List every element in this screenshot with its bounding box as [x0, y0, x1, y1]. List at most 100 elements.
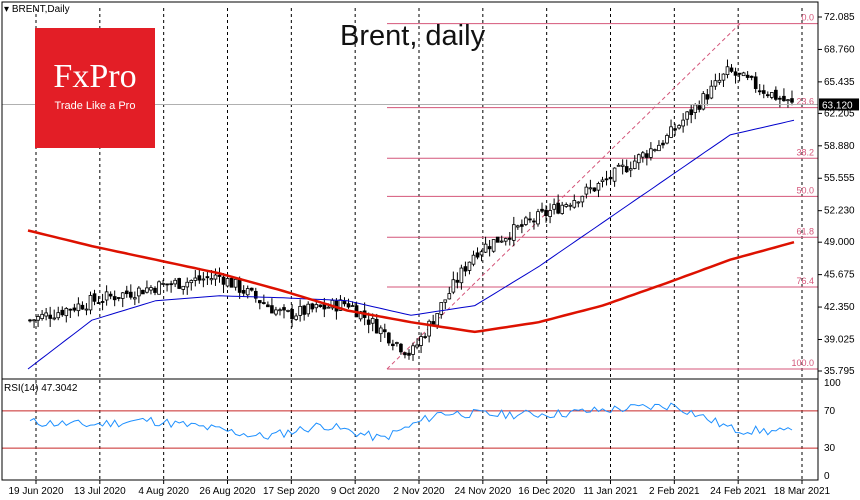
candle-body: [253, 290, 258, 299]
candle-body: [76, 303, 81, 312]
candle-body: [596, 183, 601, 191]
candle-body: [278, 309, 282, 312]
dropdown-arrow-icon[interactable]: ▾: [4, 4, 10, 15]
candle-body: [536, 211, 540, 225]
candle-body: [677, 125, 681, 129]
candle-body: [661, 142, 665, 146]
candle-body: [128, 291, 133, 298]
candle-body: [475, 252, 480, 258]
candle-body: [701, 93, 706, 110]
price-tick-label: 45.675: [824, 270, 855, 281]
candle-body: [507, 237, 512, 240]
logo-text: FxPro: [53, 58, 137, 95]
candle-body: [399, 343, 403, 353]
time-tick-label: 26 Aug 2020: [199, 486, 256, 497]
candle-body: [221, 276, 226, 285]
candle-body: [548, 210, 552, 217]
candle-body: [572, 200, 577, 208]
candle-body: [407, 352, 411, 356]
candle-body: [624, 166, 629, 173]
candle-body: [487, 246, 492, 250]
candle-body: [306, 303, 311, 315]
moving-averages: [27, 119, 795, 370]
candle-body: [391, 343, 395, 347]
candle-body: [741, 72, 746, 77]
current-price-box: [819, 98, 859, 111]
candle-body: [423, 336, 427, 338]
candle-body: [32, 319, 36, 322]
candle-body: [36, 316, 40, 321]
candle-body: [112, 296, 117, 301]
candle-body: [326, 306, 331, 309]
candle-body: [84, 308, 89, 311]
candle-body: [411, 345, 415, 355]
candle-body: [673, 128, 677, 131]
time-tick-label: 24 Feb 2021: [710, 486, 767, 497]
candle-body: [790, 98, 794, 103]
candle-body: [778, 97, 782, 100]
candle-body: [697, 105, 702, 110]
candle-body: [524, 217, 528, 225]
fib-label: 23.6: [796, 97, 814, 107]
candle-body: [346, 303, 351, 308]
candle-body: [124, 290, 129, 295]
candle-body: [266, 304, 270, 308]
candle-body: [757, 90, 762, 93]
candle-body: [540, 208, 544, 212]
rsi-tick-label: 100: [824, 378, 841, 389]
candle-body: [141, 289, 145, 295]
candle-body: [241, 290, 246, 294]
candle-body: [774, 89, 778, 100]
candle-body: [705, 94, 710, 100]
candle-body: [225, 278, 230, 287]
candle-body: [709, 85, 714, 99]
price-tick-label: 55.555: [824, 173, 855, 184]
candle-body: [233, 278, 238, 288]
candle-body: [197, 275, 202, 281]
chart-title: Brent, daily: [340, 20, 486, 52]
rsi-tick-label: 70: [824, 406, 836, 417]
candle-body: [157, 281, 161, 295]
candle-body: [503, 238, 508, 242]
price-tick-label: 62.205: [824, 108, 855, 119]
time-tick-label: 13 Jul 2020: [74, 486, 126, 497]
candle-body: [286, 310, 290, 312]
candle-body: [270, 305, 274, 314]
candle-body: [499, 240, 504, 243]
time-tick-label: 11 Jan 2021: [583, 486, 638, 497]
candle-body: [249, 287, 254, 291]
candle-body: [568, 204, 573, 207]
candle-body: [552, 204, 556, 210]
candle-body: [189, 280, 194, 284]
candle-body: [366, 319, 371, 325]
candle-body: [693, 104, 698, 113]
candle-body: [165, 283, 169, 286]
candle-body: [604, 178, 609, 181]
candle-body: [641, 152, 645, 158]
symbol-text: BRENT,Daily: [11, 4, 70, 15]
candle-body: [717, 79, 722, 83]
candle-body: [608, 176, 613, 180]
candle-body: [382, 329, 387, 333]
fibonacci-levels: 0.0 23.6 38.2 50.0 61.8 76.4 100.0: [386, 13, 818, 370]
candle-body: [350, 305, 355, 307]
fib-label: 0.0: [801, 13, 814, 23]
candle-body: [173, 279, 177, 285]
candle-body: [786, 99, 790, 102]
candle-body: [282, 307, 286, 311]
rsi-line: [29, 402, 793, 442]
candle-body: [649, 148, 653, 158]
candle-body: [495, 236, 500, 243]
candle-body: [528, 218, 532, 221]
candle-body: [378, 327, 383, 335]
candle-body: [733, 71, 738, 76]
candle-body: [28, 319, 32, 322]
candle-body: [616, 164, 621, 167]
fib-trendline: [386, 23, 741, 370]
rsi-label: RSI(14) 47.3042: [4, 383, 78, 394]
candle-body: [645, 153, 649, 158]
candle-body: [104, 291, 109, 301]
candle-body: [491, 239, 496, 252]
candle-body: [153, 287, 157, 293]
symbol-label[interactable]: ▾ BRENT,Daily: [4, 4, 70, 15]
